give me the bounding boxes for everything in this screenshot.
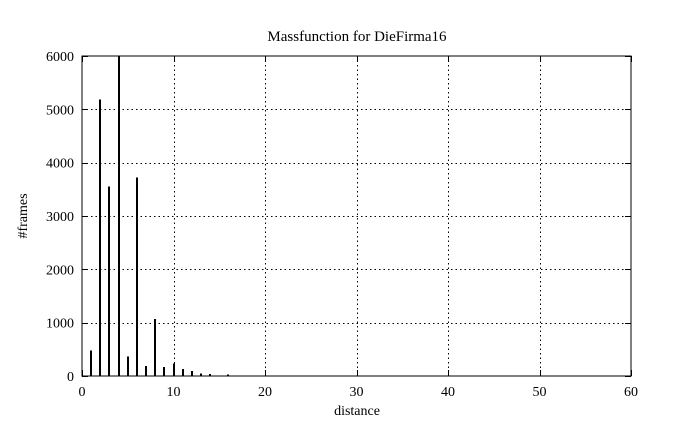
y-tick-label: 3000 (46, 210, 74, 225)
x-tick-labels: 0 10 20 30 40 50 60 (79, 385, 639, 400)
grid (82, 56, 631, 376)
x-tick-label: 30 (350, 385, 364, 400)
x-tick-label: 20 (258, 385, 272, 400)
y-tick-label: 1000 (46, 317, 74, 332)
y-axis-label: #frames (16, 193, 31, 238)
y-tick-label: 0 (67, 370, 74, 385)
y-tick-label: 2000 (46, 263, 74, 278)
x-tick-label: 50 (533, 385, 547, 400)
bars (90, 56, 229, 376)
y-tick-label: 4000 (46, 157, 74, 172)
x-tick-label: 40 (441, 385, 455, 400)
x-tick-label: 10 (167, 385, 181, 400)
y-tick-labels: 0 1000 2000 3000 4000 5000 6000 (46, 50, 74, 385)
x-tick-label: 0 (79, 385, 86, 400)
ticks (82, 56, 632, 377)
y-tick-label: 6000 (46, 50, 74, 65)
y-tick-label: 5000 (46, 103, 74, 118)
x-axis-label: distance (334, 404, 380, 419)
x-tick-label: 60 (624, 385, 638, 400)
chart-title: Massfunction for DieFirma16 (267, 29, 447, 45)
